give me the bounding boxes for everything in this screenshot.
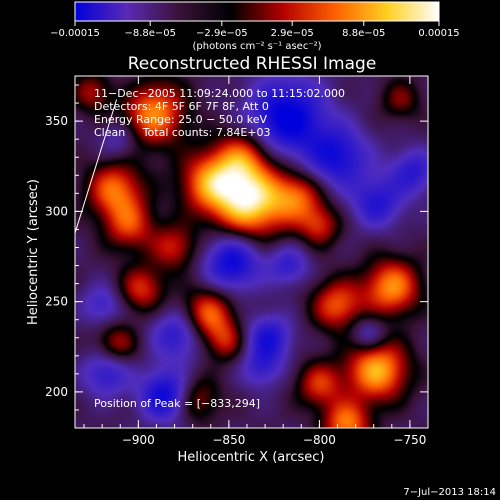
colorbar-ticks: −0.00015 −8.8e−05 −2.9e−05 2.9e−05 8.8e−05 0.… <box>50 21 460 39</box>
colorbar-tick-label: −2.9e−05 <box>196 28 248 39</box>
clean-counts-text: Clean Total counts: 7.84E+03 <box>94 126 271 139</box>
axis-ticks <box>75 76 429 428</box>
limb-line <box>74 99 118 234</box>
colorbar-tick-label: −0.00015 <box>50 28 100 39</box>
x-tick-label: −750 <box>393 433 426 447</box>
colorbar-tick-label: 8.8e−05 <box>342 28 385 39</box>
x-tick-label: −800 <box>303 433 336 447</box>
detectors-text: Detectors: 4F 5F 6F 7F 8F, Att 0 <box>94 100 269 113</box>
heatmap-plot <box>74 75 429 429</box>
solar-limb-line <box>74 99 118 234</box>
chart-title: Reconstructed RHESSI Image <box>128 54 377 74</box>
observation-info: 11−Dec−2005 11:09:24.000 to 11:15:02.000… <box>94 87 345 410</box>
colorbar-tick-label: −8.8e−05 <box>124 28 176 39</box>
energy-range-text: Energy Range: 25.0 − 50.0 keV <box>94 113 268 126</box>
x-tick-label: −850 <box>212 433 245 447</box>
colorbar-tick-label: 2.9e−05 <box>271 28 314 39</box>
y-tick-label: 300 <box>45 204 68 218</box>
colorbar: −0.00015 −8.8e−05 −2.9e−05 2.9e−05 8.8e−05 0.… <box>50 1 460 52</box>
colorbar-gradient <box>74 1 440 22</box>
heatmap-image <box>75 76 428 428</box>
y-tick-label: 350 <box>45 114 68 128</box>
plot-timestamp: 7−Jul−2013 18:14 <box>403 487 496 498</box>
colorbar-tick-label: 0.00015 <box>418 28 459 39</box>
y-tick-label: 250 <box>45 295 68 309</box>
colorbar-units: (photons cm⁻² s⁻¹ asec⁻²) <box>192 41 321 52</box>
peak-position-text: Position of Peak = [−833,294] <box>94 397 260 410</box>
tick-labels: −900 −850 −800 −750 200 250 300 350 <box>45 114 426 447</box>
x-tick-label: −900 <box>122 433 155 447</box>
plot-frame <box>74 75 429 429</box>
x-axis-label: Heliocentric X (arcsec) <box>178 450 325 465</box>
y-axis-label: Heliocentric Y (arcsec) <box>26 179 41 325</box>
y-tick-label: 200 <box>45 385 68 399</box>
time-range-text: 11−Dec−2005 11:09:24.000 to 11:15:02.000 <box>94 87 345 100</box>
